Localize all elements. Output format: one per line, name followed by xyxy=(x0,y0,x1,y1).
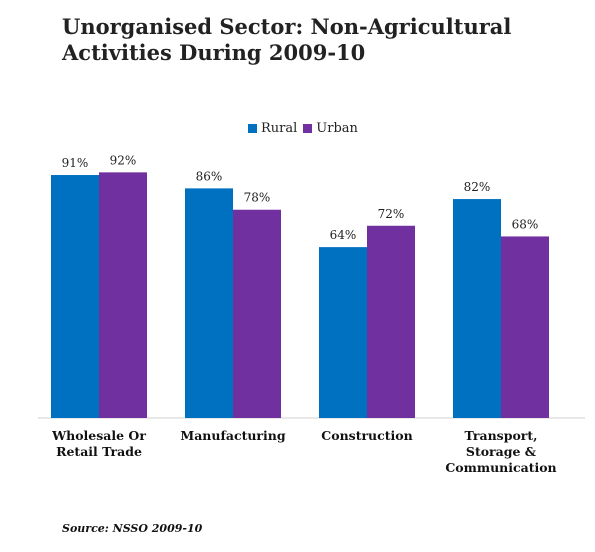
bar-urban-3 xyxy=(501,236,549,418)
bar-urban-1 xyxy=(233,209,281,418)
legend-item-urban: Urban xyxy=(303,121,358,136)
data-label-urban-1: 78% xyxy=(244,191,271,205)
category-label-0: Wholesale Or Retail Trade xyxy=(52,428,146,459)
legend: Rural Urban xyxy=(248,120,358,136)
bar-rural-1 xyxy=(185,188,233,418)
legend-label-rural: Rural xyxy=(261,120,298,136)
bar-rural-0 xyxy=(51,175,99,418)
category-label-1: Manufacturing xyxy=(180,428,286,443)
data-label-rural-0: 91% xyxy=(62,156,89,170)
source-note: Source: NSSO 2009-10 xyxy=(62,522,203,535)
bar-rural-3 xyxy=(453,199,501,418)
data-label-urban-0: 92% xyxy=(110,153,137,167)
legend-label-urban: Urban xyxy=(316,120,358,136)
data-label-rural-3: 82% xyxy=(464,180,491,194)
bar-urban-0 xyxy=(99,172,147,418)
bar-urban-2 xyxy=(367,225,415,418)
category-label-3: Transport, Storage & Communication xyxy=(445,428,557,475)
data-label-rural-2: 64% xyxy=(330,228,357,242)
chart-title: Unorganised Sector: Non-Agricultural Act… xyxy=(62,14,512,65)
legend-swatch-urban xyxy=(303,123,313,133)
data-label-rural-1: 86% xyxy=(196,169,223,183)
bar-rural-2 xyxy=(319,247,367,418)
data-label-urban-3: 68% xyxy=(512,217,539,231)
legend-swatch-rural xyxy=(248,123,257,133)
data-label-urban-2: 72% xyxy=(378,207,405,221)
legend-item-rural: Rural xyxy=(248,121,297,136)
category-label-2: Construction xyxy=(321,428,413,443)
